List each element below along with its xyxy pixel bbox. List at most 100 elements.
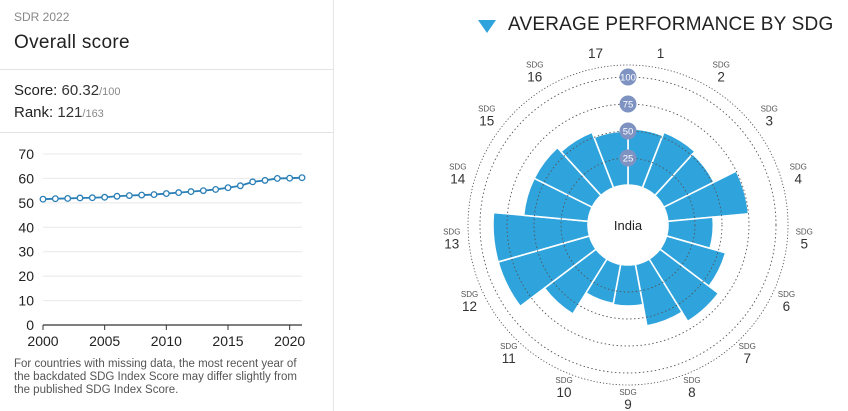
score-max: /100 [99, 86, 121, 98]
sdg-number: 13 [444, 236, 459, 251]
ring-badge [619, 122, 637, 140]
ring-gridline [506, 103, 750, 347]
data-point [64, 195, 72, 202]
sdg-prefix: SDG [713, 61, 730, 70]
sdg-number: 10 [557, 385, 572, 400]
ring-gridline [560, 157, 696, 293]
data-point [150, 191, 158, 199]
sdg-prefix: SDG [555, 376, 572, 385]
rank-max: /163 [82, 108, 104, 120]
sdg-prefix: SDG [761, 104, 778, 113]
data-point [187, 188, 195, 196]
data-point [138, 191, 146, 199]
x-tick-label: 2010 [151, 333, 182, 349]
data-point [162, 190, 170, 198]
sdg-prefix: SDG [790, 163, 807, 172]
ring-badge [619, 95, 637, 113]
sdg-prefix: SDG [587, 45, 604, 46]
ring-label: 50 [623, 127, 634, 138]
data-point [125, 192, 133, 199]
sdg-bar [641, 131, 697, 197]
sdg-prefix: SDG [478, 104, 495, 113]
data-point [273, 174, 281, 182]
sdg-number: 14 [450, 172, 466, 187]
sdg-prefix: SDG [443, 227, 460, 236]
sdg-number: 6 [783, 299, 791, 314]
sdg-number: 4 [794, 172, 802, 187]
sdg-number: 2 [717, 70, 725, 85]
sdg-bar [492, 211, 591, 263]
rank-row: Rank: 121/163 [14, 104, 104, 121]
sdg-bar [647, 247, 720, 323]
rank-value: 121 [57, 104, 83, 121]
sdg-number: 7 [743, 351, 751, 366]
sdg-label: SDG17 [587, 45, 604, 61]
sdg-number: 1 [657, 46, 665, 61]
sdg-number: 15 [479, 113, 494, 128]
ring-gridline [533, 130, 723, 320]
sdg-chart-title-text: AVERAGE PERFORMANCE BY SDG [508, 14, 834, 35]
x-tick-label: 2015 [212, 333, 243, 349]
y-tick-label: 30 [18, 244, 34, 260]
sdg-number: 17 [588, 46, 603, 61]
data-point [39, 195, 47, 203]
sdg-number: 8 [688, 385, 696, 400]
data-point [236, 182, 244, 190]
sdg-number: 16 [527, 70, 542, 85]
sdg-number: 5 [800, 236, 808, 251]
y-tick-label: 50 [18, 195, 34, 211]
ring-label: 75 [623, 100, 634, 111]
sdg-number: 12 [462, 299, 477, 314]
data-point [286, 174, 294, 182]
y-tick-label: 10 [18, 293, 34, 309]
data-point [101, 193, 109, 201]
y-tick-label: 40 [18, 219, 34, 235]
sdg-prefix: SDG [526, 61, 543, 70]
sdg-number: 11 [502, 351, 516, 366]
ring-badge [619, 149, 637, 167]
sdg-prefix: SDG [449, 163, 466, 172]
sdg-prefix: SDG [652, 45, 669, 46]
score-label: Score: [14, 82, 58, 99]
y-tick-label: 0 [26, 317, 34, 333]
data-point [224, 184, 232, 192]
data-point [51, 195, 59, 203]
sdg-number: 9 [624, 397, 632, 411]
sdg-prefix: SDG [619, 388, 636, 397]
sdg-bar [634, 257, 684, 327]
center-disc [588, 185, 668, 265]
score-value: 60.32 [61, 82, 100, 99]
score-row: Score: 60.32/100 [14, 82, 121, 99]
data-point [212, 185, 220, 193]
ring-badge [619, 68, 637, 86]
data-point [298, 174, 306, 182]
footnote: For countries with missing data, the mos… [14, 358, 297, 396]
sdg-prefix: SDG [461, 290, 478, 299]
data-point [76, 194, 84, 202]
ring-label: 100 [620, 73, 636, 84]
sdg-prefix: SDG [739, 342, 756, 351]
divider [0, 132, 333, 133]
country-label: India [614, 218, 643, 233]
ring-label: 25 [623, 154, 634, 165]
y-tick-label: 60 [18, 170, 34, 186]
triangle-down-icon [478, 19, 496, 33]
sdg-prefix: SDG [683, 376, 700, 385]
sdg-prefix: SDG [500, 342, 517, 351]
x-tick-label: 2005 [89, 333, 120, 349]
data-point [261, 176, 269, 184]
sdg-prefix: SDG [778, 290, 795, 299]
sdg-polar-chart: India255075100SDG1SDG2SDG3SDG4SDG5SDG6SD… [443, 45, 813, 411]
